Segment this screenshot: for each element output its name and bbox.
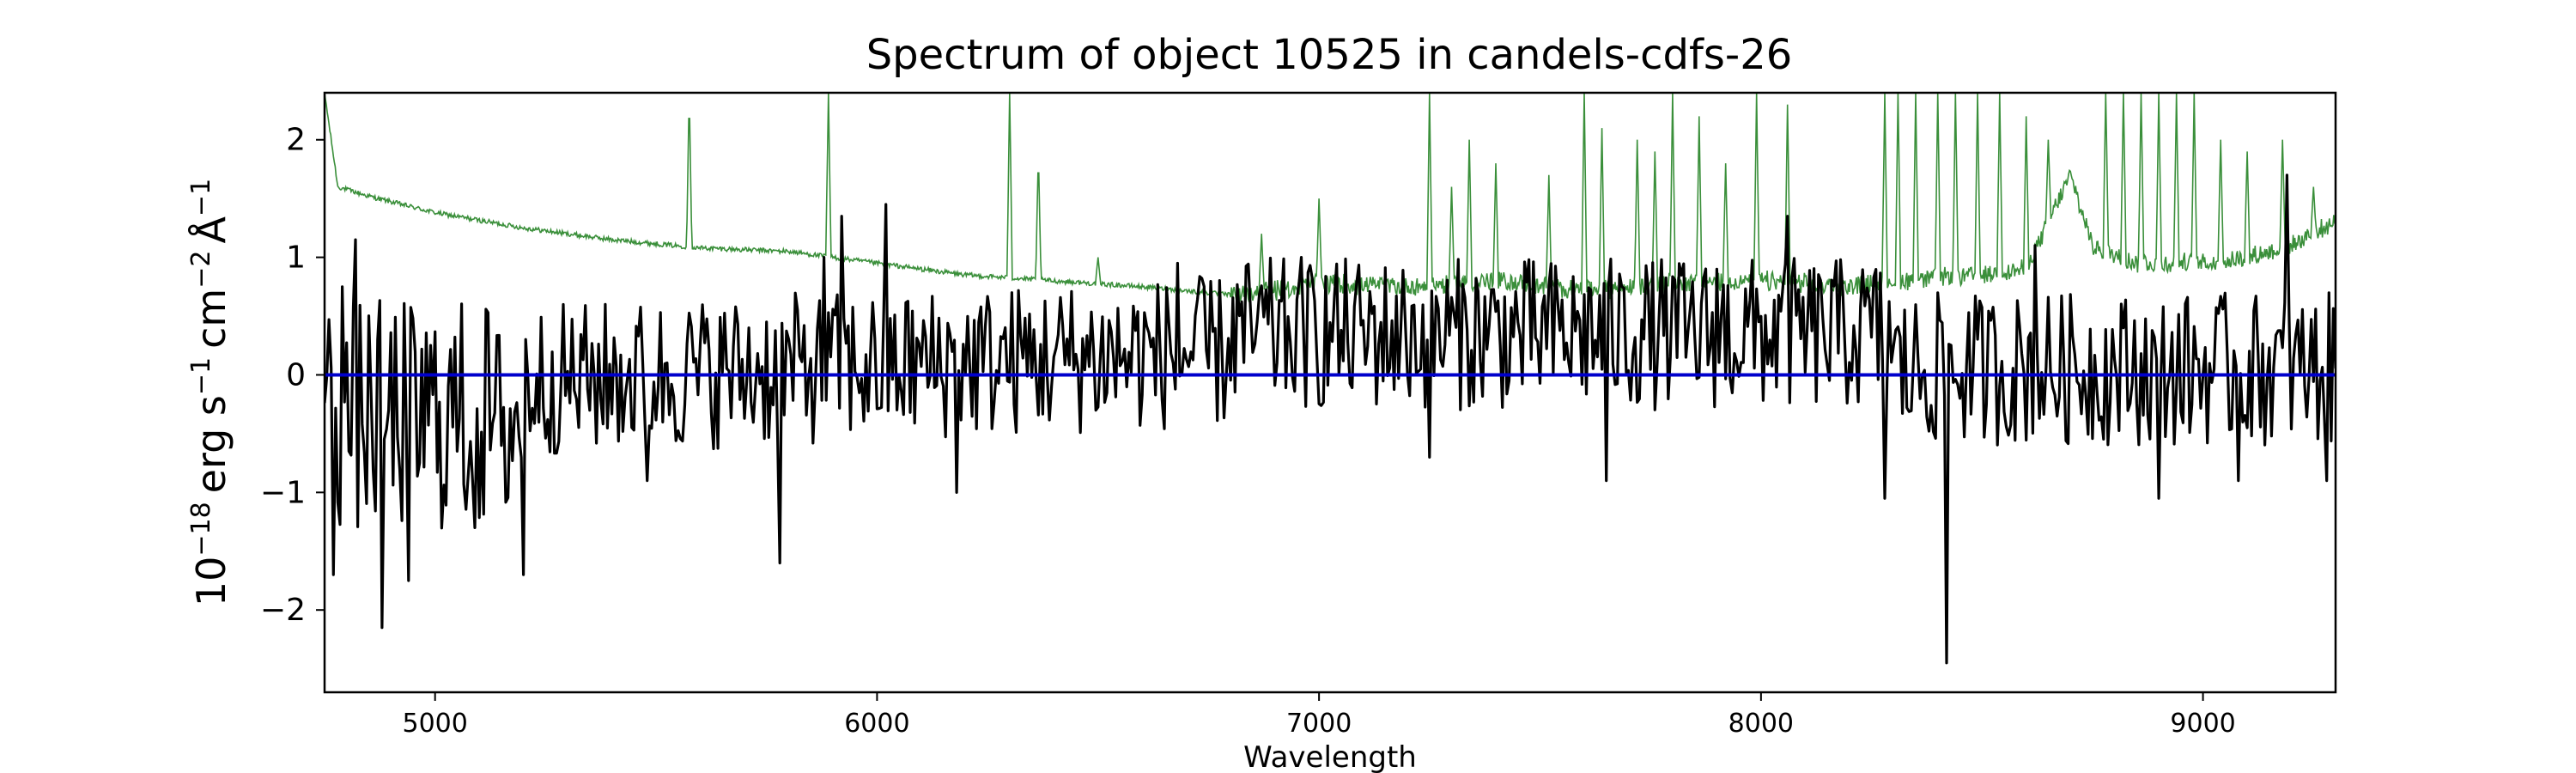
x-tick-label: 8000 [1728, 709, 1794, 739]
y-label-cm: cm [188, 289, 234, 349]
axes-frame [323, 91, 2337, 694]
y-axis-label: 10−18erg s−1cm−2Å−1 [186, 179, 234, 606]
y-tick-label: −1 [260, 475, 306, 510]
y-label-base: 10 [188, 557, 234, 607]
y-label-exp: −18 [186, 502, 216, 556]
x-tick-label: 9000 [2170, 709, 2235, 739]
y-tick-label: −2 [260, 593, 306, 628]
x-tick-label: 6000 [844, 709, 909, 739]
x-axis-label: Wavelength [1243, 740, 1417, 773]
y-label-angstrom-exp: −1 [186, 179, 216, 216]
x-tick-label: 7000 [1286, 709, 1352, 739]
y-label-angstrom: Å [188, 216, 234, 244]
y-tick-label: 1 [286, 240, 306, 276]
noise-series [325, 93, 2336, 302]
flux-series [325, 173, 2336, 665]
x-tick-label: 5000 [403, 709, 468, 739]
y-label-cm-exp: −2 [186, 251, 216, 289]
y-tick-label: 2 [286, 123, 306, 158]
noise-line [325, 93, 2336, 302]
y-tick-label: 0 [286, 357, 306, 393]
x-axis: 5000 6000 7000 8000 9000 [403, 692, 2236, 739]
y-label-s-exp: −1 [186, 357, 216, 395]
y-label-erg: erg s [188, 395, 234, 493]
y-axis: −2 −1 0 1 2 [260, 123, 325, 628]
flux-line [325, 173, 2336, 665]
chart-title: Spectrum of object 10525 in candels-cdfs… [866, 31, 1793, 79]
